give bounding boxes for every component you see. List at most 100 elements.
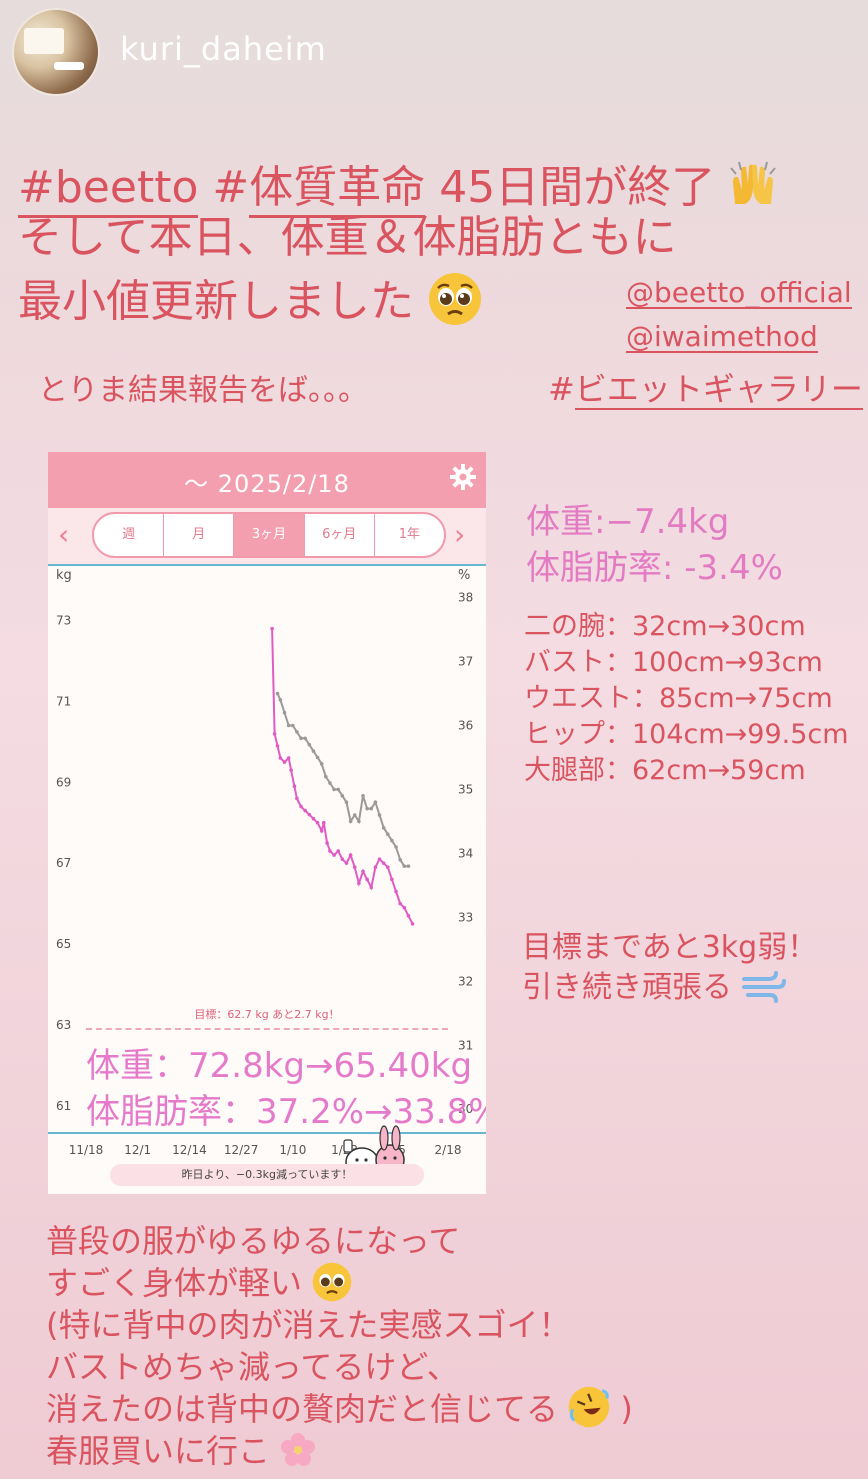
fat-series-line (276, 693, 409, 868)
weight-point (390, 877, 394, 882)
weight-point (369, 885, 374, 890)
hashtag-taishitsu[interactable]: 体質革命 (249, 162, 426, 218)
y-right-tick-label: 36 (458, 718, 473, 732)
fat-change-overlay: 体脂肪率：37.2%→33.8% (86, 1092, 486, 1132)
chevron-left-icon[interactable]: ‹ (58, 518, 70, 551)
fat-point (352, 813, 357, 817)
fat-point (357, 819, 361, 824)
weight-point (272, 731, 277, 736)
hashtag-prefix: # (212, 162, 250, 213)
fat-point (299, 736, 303, 741)
fat-point (275, 691, 280, 696)
app-screenshot: ～ 2025/2/18 ‹ › 週 月 3ヶ月 6ヶ月 1年 kg % 73 71… (48, 452, 486, 1194)
fat-point (394, 845, 398, 849)
chart-bottom-border (48, 1132, 486, 1134)
gear-icon[interactable] (450, 464, 476, 490)
weight-point (336, 849, 341, 853)
y-left-tick-label: 65 (56, 937, 71, 951)
tab-month[interactable]: 月 (164, 514, 235, 556)
tab-week[interactable]: 週 (94, 514, 165, 556)
date-range: ～ 2025/2/18 (184, 470, 350, 498)
goal-line (86, 1028, 448, 1030)
measurement-bust: バスト：100cm→93cm (524, 647, 823, 678)
tab-3-months[interactable]: 3ヶ月 (234, 514, 305, 556)
weight-point (299, 804, 303, 809)
caption-line-3: 最小値更新しました (18, 272, 482, 326)
weight-result: 体重:−7.4kg (526, 502, 730, 542)
y-left-tick-label: 71 (56, 694, 71, 708)
weight-point (352, 865, 357, 870)
caption-line-1-rest: 45日間が終了 (439, 162, 716, 213)
daily-change-note: 昨日より、−0.3kg減っています！ (110, 1164, 424, 1186)
weight-point (311, 816, 316, 821)
avatar[interactable] (12, 8, 100, 96)
caption-line-2: そして本日、体重＆体脂肪ともに (18, 212, 677, 263)
raising-hands-icon (730, 161, 777, 204)
weight-point (321, 820, 326, 825)
fat-point (282, 710, 287, 715)
weight-point (348, 853, 353, 857)
fat-point (324, 774, 328, 779)
weight-point (315, 820, 320, 825)
hashtag-beetto[interactable]: #beetto (18, 162, 199, 218)
x-tick-label: 1/10 (279, 1143, 306, 1157)
fat-point (303, 736, 307, 741)
weight-point (319, 829, 324, 833)
x-tick-label: 2/18 (435, 1143, 462, 1157)
fat-point (332, 787, 336, 792)
fat-point (381, 826, 386, 830)
fat-point (406, 864, 411, 868)
fat-point (390, 838, 394, 843)
weight-point (410, 922, 415, 926)
app-header (48, 452, 486, 508)
weight-point (270, 626, 274, 631)
weight-point (325, 841, 329, 845)
weight-point (373, 865, 378, 870)
weight-point (286, 756, 291, 760)
bottom-line-1: 普段の服がゆるゆるになって (46, 1222, 461, 1260)
fat-result: 体脂肪率: -3.4% (526, 548, 783, 588)
tab-1-year[interactable]: 1年 (398, 527, 421, 542)
keep-going-line: 引き続き頑張る (522, 962, 786, 1006)
weight-chart: 73 71 69 67 65 63 61 38 37 36 35 34 33 32 31 30 11/18 12/… (56, 591, 473, 1157)
fat-point (348, 819, 353, 824)
measurement-waist: ウエスト：85cm→75cm (524, 683, 833, 714)
fat-point (311, 749, 316, 753)
weight-point (398, 901, 402, 906)
fat-point (344, 800, 349, 805)
username[interactable]: kuri_daheim (120, 30, 327, 68)
x-tick-label: 12/14 (172, 1143, 207, 1157)
mention-beetto-official[interactable]: @beetto_official (626, 276, 852, 310)
pleading-face-icon (429, 273, 481, 325)
fat-point (336, 787, 341, 792)
y-right-tick-label: 38 (458, 591, 473, 605)
y-right-tick-label: 33 (458, 910, 473, 924)
goal-text: 目標：62.7 kg あと2.7 kg！ (194, 1008, 340, 1021)
weight-point (361, 869, 365, 874)
weight-point (377, 857, 382, 861)
bottom-line-2: すごく身体が軽い (46, 1258, 352, 1304)
caption-line-1: #beetto #体質革命 45日間が終了 (18, 160, 777, 218)
weight-point (406, 913, 411, 918)
y-left-tick-label: 63 (56, 1018, 71, 1032)
fat-point (398, 857, 402, 862)
bottom-line-3: (特に背中の肉が消えた実感スゴイ！ (46, 1306, 571, 1344)
weight-point (278, 756, 283, 760)
chevron-right-icon[interactable]: › (454, 518, 466, 551)
x-tick-label: 11/18 (69, 1143, 104, 1157)
weight-point (295, 796, 299, 801)
y-left-tick-label: 69 (56, 775, 71, 789)
weight-change-overlay: 体重：72.8kg→65.40kg (86, 1046, 473, 1086)
tab-6-months[interactable]: 6ヶ月 (305, 514, 375, 556)
y-right-tick-label: 34 (458, 846, 473, 860)
hashtag-biettogallery[interactable]: #ビエットギャラリー (548, 370, 863, 410)
y-left-tick-label: 67 (56, 856, 71, 870)
mention-iwaimethod[interactable]: @iwaimethod (626, 320, 818, 354)
fat-point (278, 698, 283, 702)
bottom-line-6: 春服買いに行こ (46, 1426, 316, 1472)
y-right-tick-label: 37 (458, 655, 473, 669)
period-tabs: 週 月 3ヶ月 6ヶ月 1年 (92, 512, 446, 558)
bottom-line-4: バストめちゃ減ってるけど、 (46, 1348, 459, 1386)
right-axis-unit: % (458, 568, 471, 583)
y-left-tick-label: 73 (56, 614, 71, 628)
